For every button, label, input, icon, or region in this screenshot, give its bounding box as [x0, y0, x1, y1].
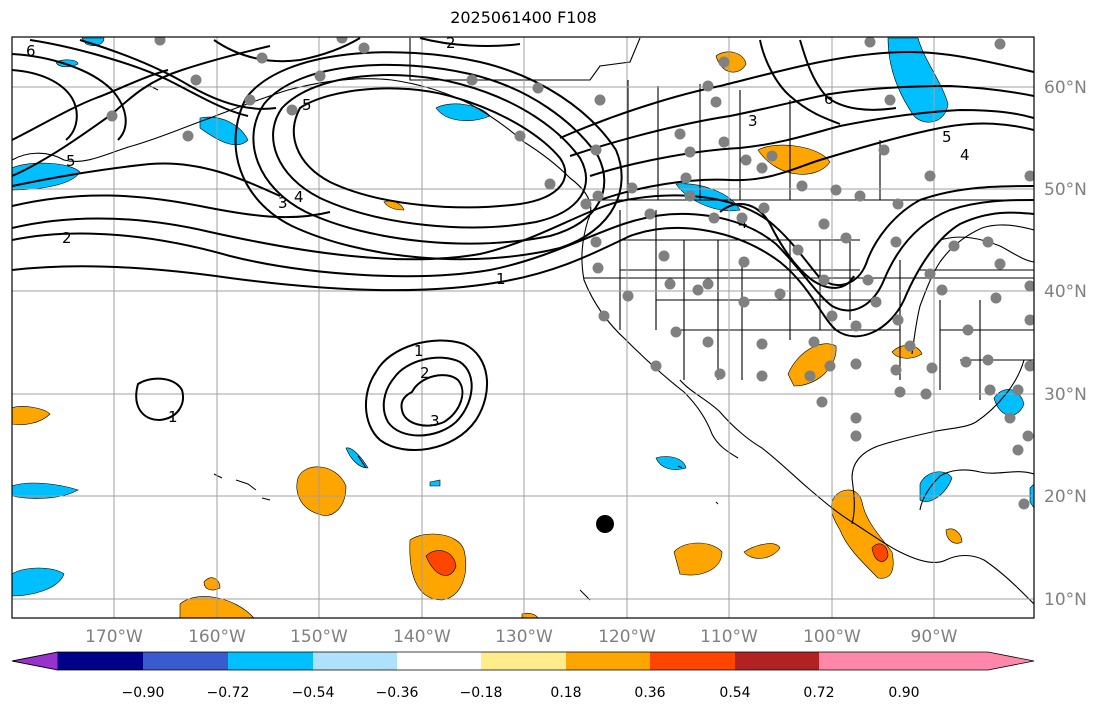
lon-label: 140°W [393, 627, 451, 647]
storm-center-marker [596, 515, 614, 533]
contour-label: 6 [824, 90, 834, 108]
colorbar-tick-label: −0.72 [207, 685, 250, 701]
contour-label: 1 [414, 342, 424, 360]
contour-lines [12, 37, 1034, 452]
longitude-labels: 170°W 160°W 150°W 140°W 130°W 120°W 110°… [85, 627, 958, 647]
colorbar-segment [313, 652, 397, 670]
colorbar-tick-label: 0.54 [719, 685, 750, 701]
lon-label: 100°W [803, 627, 861, 647]
colorbar-segment [58, 652, 143, 670]
colorbar-high-extend [904, 652, 1034, 670]
filled-anomalies [12, 37, 1034, 618]
map-plot-area: 6 2 5 5 4 3 2 1 6 3 5 4 4 1 2 3 1 [12, 34, 1034, 618]
map-title: 2025061400 F108 [450, 8, 597, 27]
contour-label: 4 [960, 146, 970, 164]
lon-label: 120°W [598, 627, 656, 647]
colorbar-tick-label: 0.36 [634, 685, 665, 701]
lon-label: 130°W [495, 627, 553, 647]
contour-label: 3 [430, 412, 440, 430]
colorbar-tick-label: 0.90 [888, 685, 919, 701]
colorbar-segment [228, 652, 313, 670]
colorbar-segment [566, 652, 650, 670]
lon-label: 110°W [700, 627, 758, 647]
colorbar-segment [650, 652, 735, 670]
grid-lines [12, 37, 1034, 618]
colorbar: −0.90 −0.72 −0.54 −0.36 −0.18 0.18 0.36 … [11, 651, 1035, 701]
colorbar-segment [481, 652, 566, 670]
lat-label: 40°N [1044, 282, 1087, 302]
contour-label: 2 [420, 364, 430, 382]
lon-label: 160°W [188, 627, 246, 647]
contour-label: 1 [168, 408, 178, 426]
contour-label: 5 [302, 96, 312, 114]
colorbar-segment [735, 652, 819, 670]
contour-label: 3 [748, 112, 758, 130]
colorbar-tick-label: −0.90 [122, 685, 165, 701]
latitude-labels: 60°N 50°N 40°N 30°N 20°N 10°N [1044, 78, 1087, 610]
lat-label: 20°N [1044, 487, 1087, 507]
colorbar-tick-label: −0.54 [292, 685, 335, 701]
contour-label: 6 [26, 42, 36, 60]
colorbar-tick-label: 0.72 [803, 685, 834, 701]
map-frame [11, 36, 1035, 619]
lat-label: 30°N [1044, 385, 1087, 405]
colorbar-segment [143, 652, 228, 670]
contour-label: 3 [278, 194, 288, 212]
lat-label: 10°N [1044, 590, 1087, 610]
contour-label: 2 [62, 229, 72, 247]
colorbar-segment [397, 652, 481, 670]
colorbar-low-extend [11, 651, 59, 671]
station-markers [106, 37, 1034, 510]
contour-label: 1 [496, 270, 506, 288]
lon-label: 170°W [85, 627, 143, 647]
colorbar-tick-label: 0.18 [550, 685, 581, 701]
contour-labels: 6 2 5 5 4 3 2 1 6 3 5 4 4 1 2 3 1 [26, 34, 970, 430]
lat-label: 60°N [1044, 78, 1087, 98]
colorbar-segment [819, 652, 904, 670]
contour-label: 5 [66, 152, 76, 170]
lat-label: 50°N [1044, 180, 1087, 200]
contour-label: 4 [294, 188, 304, 206]
colorbar-tick-label: −0.18 [460, 685, 503, 701]
lon-label: 150°W [290, 627, 348, 647]
colorbar-tick-label: −0.36 [376, 685, 419, 701]
contour-label: 5 [942, 128, 952, 146]
lon-label: 90°W [911, 627, 958, 647]
contour-label: 2 [446, 34, 456, 52]
